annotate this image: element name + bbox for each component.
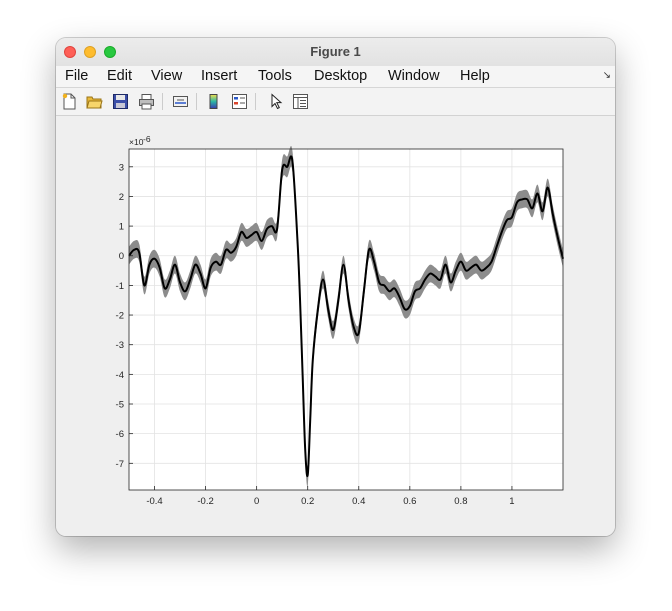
axis-ticks: -0.4 -0.2 0 0.2 0.4 0.6 0.8 1 3 2 1 0 -1 -2 -3 -4 -5 -6 -7 [116,162,515,507]
x-tick-label: 0.2 [301,496,314,507]
y-tick-label: -7 [116,459,124,470]
x-tick-label: 0 [254,496,259,507]
maximize-window-button[interactable] [104,46,116,58]
menu-file[interactable]: File [65,68,89,84]
y-tick-label: -5 [116,400,124,411]
figure-window: Figure 1 File Edit View Insert Tools Des… [56,38,615,536]
save-icon[interactable] [112,93,129,110]
y-tick-label: -3 [116,340,124,351]
new-figure-icon[interactable] [61,93,78,110]
y-tick-label: 3 [119,162,124,173]
x-tick-label: 1 [509,496,514,507]
toolbar-separator [196,93,197,110]
minimize-window-button[interactable] [84,46,96,58]
grid-lines [129,149,563,490]
menu-window[interactable]: Window [388,68,440,84]
menu-insert[interactable]: Insert [201,68,238,84]
x-tick-label: 0.8 [454,496,467,507]
menu-desktop[interactable]: Desktop [314,68,368,84]
print-icon[interactable] [138,93,155,110]
title-bar[interactable]: Figure 1 [56,38,615,67]
menu-tools[interactable]: Tools [258,68,292,84]
y-tick-label: -4 [116,370,124,381]
axes-background [129,149,563,490]
menu-view[interactable]: View [151,68,183,84]
y-exponent-power: -6 [143,134,151,144]
menu-edit[interactable]: Edit [107,68,132,84]
y-exponent-base: ×10 [129,137,144,147]
series-line [128,155,564,478]
property-inspector-icon[interactable] [292,93,309,110]
dock-arrow-icon[interactable]: ↘ [602,70,611,81]
close-window-button[interactable] [64,46,76,58]
x-tick-label: 0.6 [403,496,416,507]
y-tick-label: -6 [116,429,124,440]
menu-bar: File Edit View Insert Tools Desktop Wind… [56,66,615,88]
line-plot[interactable]: -0.4 -0.2 0 0.2 0.4 0.6 0.8 1 3 2 1 0 -1 -2 -3 -4 -5 -6 -7… [56,116,615,536]
figure-canvas[interactable]: -0.4 -0.2 0 0.2 0.4 0.6 0.8 1 3 2 1 0 -1 -2 -3 -4 -5 -6 -7… [56,116,615,536]
open-file-icon[interactable] [86,93,103,110]
x-tick-label: -0.4 [146,496,162,507]
x-tick-label: -0.2 [197,496,213,507]
insert-legend-icon[interactable] [231,93,248,110]
y-tick-label: 0 [119,251,124,262]
window-title: Figure 1 [310,44,361,59]
y-tick-label: 2 [119,192,124,203]
link-plot-icon[interactable] [172,93,189,110]
axes-frame [128,148,564,491]
insert-colorbar-icon[interactable] [205,93,222,110]
figure-toolbar [56,88,615,116]
x-tick-label: 0.4 [352,496,365,507]
toolbar-separator [255,93,256,110]
y-tick-label: -2 [116,311,124,322]
toolbar-separator [162,93,163,110]
y-tick-label: 1 [119,222,124,233]
edit-plot-icon[interactable] [268,93,285,110]
y-tick-label: -1 [116,281,124,292]
menu-help[interactable]: Help [460,68,490,84]
